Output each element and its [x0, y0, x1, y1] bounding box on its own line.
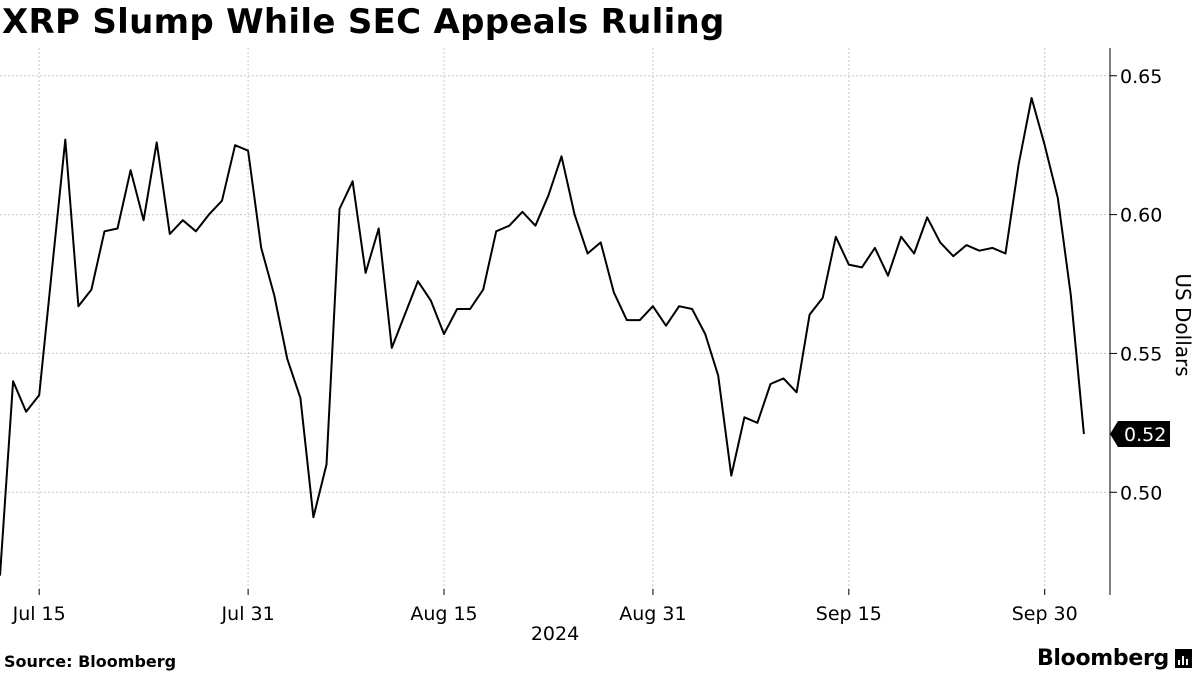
chart-title: XRP Slump While SEC Appeals Ruling: [2, 2, 725, 42]
y-tick-label: 0.60: [1120, 205, 1162, 227]
y-axis-label: US Dollars: [1171, 273, 1195, 376]
y-axis: 0.50 0.55 0.60 0.65: [1109, 48, 1162, 595]
price-line: [0, 97, 1085, 576]
y-tick-label: 0.65: [1120, 66, 1162, 88]
x-tick-label: Jul 31: [221, 603, 275, 625]
last-value-tag: [1110, 420, 1170, 447]
last-value-marker: 0.52: [1110, 420, 1170, 447]
source-note: Source: Bloomberg: [4, 652, 177, 671]
x-tick-label: Jul 15: [12, 603, 66, 625]
x-axis: Jul 15 Jul 31 Aug 15 Aug 31 Sep 15 Sep 30: [12, 589, 1078, 625]
last-value-label: 0.52: [1124, 424, 1166, 446]
x-tick-label: Aug 15: [410, 603, 477, 625]
x-tick-label: Aug 31: [619, 603, 686, 625]
y-tick-label: 0.55: [1120, 343, 1162, 365]
bloomberg-terminal-icon: [1175, 649, 1192, 668]
bloomberg-logo: Bloomberg: [1037, 646, 1192, 671]
x-axis-year-label: 2024: [531, 623, 579, 645]
brand-name: Bloomberg: [1036, 646, 1169, 671]
grid-lines: [0, 48, 1110, 595]
y-tick-label: 0.50: [1120, 482, 1162, 504]
x-tick-label: Sep 15: [816, 603, 882, 625]
x-tick-label: Sep 30: [1012, 603, 1078, 625]
